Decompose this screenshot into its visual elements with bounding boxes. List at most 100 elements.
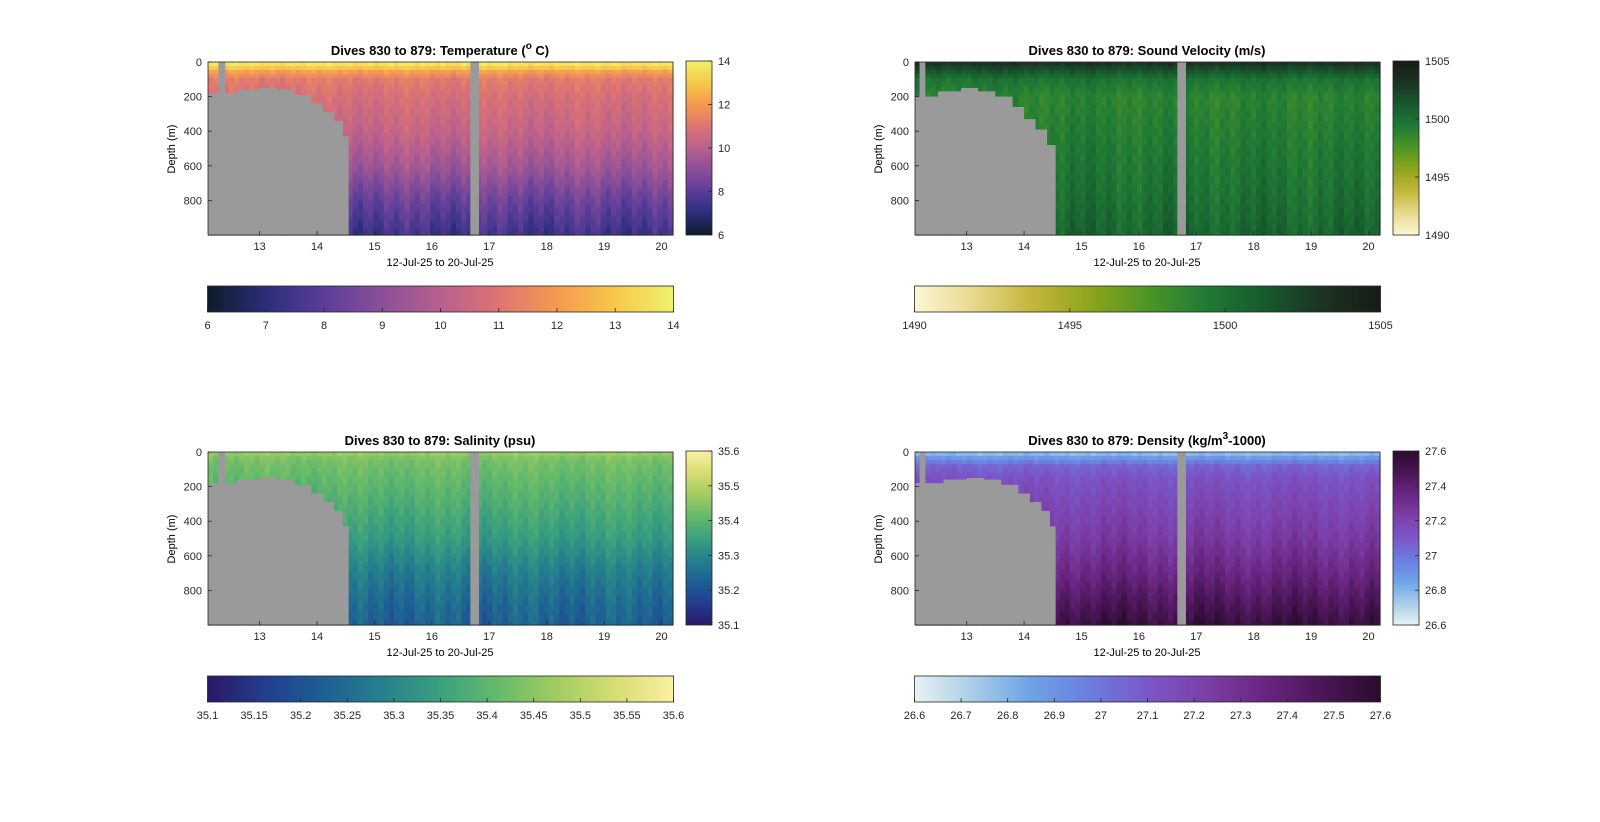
heatmap-cell: [600, 101, 607, 106]
heatmap-cell: [559, 195, 566, 201]
heatmap-cell: [662, 73, 669, 79]
heatmap-cell: [383, 117, 390, 122]
heatmap-cell: [399, 215, 405, 220]
heatmap-cell: [605, 160, 612, 165]
heatmap-cell: [616, 113, 622, 118]
heatmap-cell: [280, 73, 287, 79]
heatmap-cell: [600, 93, 607, 98]
heatmap-cell: [435, 77, 442, 83]
heatmap-cell: [533, 109, 540, 114]
heatmap-cell: [461, 176, 467, 181]
heatmap-cell: [394, 113, 400, 118]
heatmap-cell: [631, 195, 638, 201]
y-tick-label: 400: [184, 126, 202, 138]
heatmap-cell: [564, 101, 571, 106]
heatmap-cell: [208, 85, 214, 91]
heatmap-cell: [332, 65, 338, 71]
heatmap-cell: [399, 164, 405, 169]
heatmap-cell: [997, 73, 1004, 79]
heatmap-cell: [569, 215, 576, 220]
heatmap-cell: [528, 117, 535, 122]
heatmap-cell: [533, 136, 540, 142]
heatmap-cell: [414, 215, 421, 220]
heatmap-cell: [368, 81, 374, 87]
heatmap-cell: [507, 136, 514, 142]
heatmap-cell: [383, 62, 390, 67]
heatmap-cell: [445, 203, 452, 209]
heatmap-cell: [383, 148, 390, 154]
heatmap-cell: [378, 132, 385, 138]
heatmap-cell: [394, 73, 400, 79]
heatmap-cell: [580, 117, 586, 122]
heatmap-cell: [321, 105, 328, 110]
heatmap-cell: [564, 81, 571, 87]
heatmap-cell: [456, 124, 462, 130]
heatmap-cell: [461, 69, 467, 75]
heatmap-cell: [574, 105, 581, 110]
heatmap-cell: [616, 69, 622, 75]
heatmap-cell: [667, 152, 674, 157]
heatmap-cell: [662, 195, 669, 201]
heatmap-cell: [233, 69, 240, 75]
heatmap-cell: [925, 73, 932, 79]
heatmap-cell: [512, 176, 519, 181]
heatmap-cell: [373, 223, 380, 228]
heatmap-cell: [435, 73, 442, 79]
heatmap-cell: [321, 62, 328, 67]
heatmap-cell: [636, 128, 643, 134]
heatmap-cell: [507, 128, 514, 134]
heatmap-cell: [332, 117, 338, 122]
heatmap-cell: [533, 211, 540, 216]
heatmap-cell: [647, 183, 653, 189]
heatmap-cell: [394, 101, 400, 106]
heatmap-cell: [378, 199, 385, 205]
heatmap-cell: [445, 207, 452, 213]
heatmap-cell: [373, 120, 380, 126]
heatmap-cell: [971, 73, 978, 79]
heatmap-cell: [388, 117, 395, 122]
heatmap-cell: [352, 211, 359, 216]
heatmap-cell: [404, 203, 411, 209]
heatmap-cell: [450, 199, 457, 205]
heatmap-cell: [915, 73, 921, 79]
heatmap-cell: [476, 191, 483, 197]
heatmap-cell: [616, 195, 622, 201]
heatmap-cell: [363, 97, 369, 102]
heatmap-cell: [507, 65, 514, 71]
heatmap-cell: [667, 62, 674, 67]
heatmap-cell: [574, 120, 581, 126]
heatmap-cell: [585, 179, 591, 185]
heatmap-cell: [992, 73, 999, 79]
heatmap-cell: [259, 85, 266, 91]
heatmap-cell: [352, 219, 359, 224]
heatmap-cell: [657, 199, 664, 205]
heatmap-cell: [636, 144, 643, 150]
heatmap-cell: [456, 105, 462, 110]
heatmap-cell: [383, 69, 390, 75]
heatmap-cell: [528, 211, 535, 216]
heatmap-cell: [394, 120, 400, 126]
heatmap-cell: [533, 105, 540, 110]
heatmap-cell: [481, 132, 488, 138]
heatmap-cell: [1028, 81, 1035, 87]
heatmap-cell: [549, 101, 555, 106]
heatmap-cell: [538, 117, 545, 122]
heatmap-cell: [430, 62, 436, 67]
heatmap-cell: [352, 195, 359, 201]
heatmap-cell: [667, 219, 674, 224]
heatmap-cell: [642, 152, 648, 157]
heatmap-cell: [523, 136, 529, 142]
heatmap-cell: [533, 207, 540, 213]
heatmap-cell: [564, 113, 571, 118]
heatmap-cell: [419, 179, 426, 185]
heatmap-cell: [538, 97, 545, 102]
heatmap-cell: [574, 231, 581, 236]
heatmap-cell: [956, 65, 963, 71]
heatmap-cell: [523, 73, 529, 79]
heatmap-cell: [445, 199, 452, 205]
heatmap-cell: [667, 69, 674, 75]
heatmap-cell: [657, 101, 664, 106]
heatmap-cell: [595, 183, 602, 189]
heatmap-cell: [430, 211, 436, 216]
heatmap-cell: [971, 85, 978, 91]
